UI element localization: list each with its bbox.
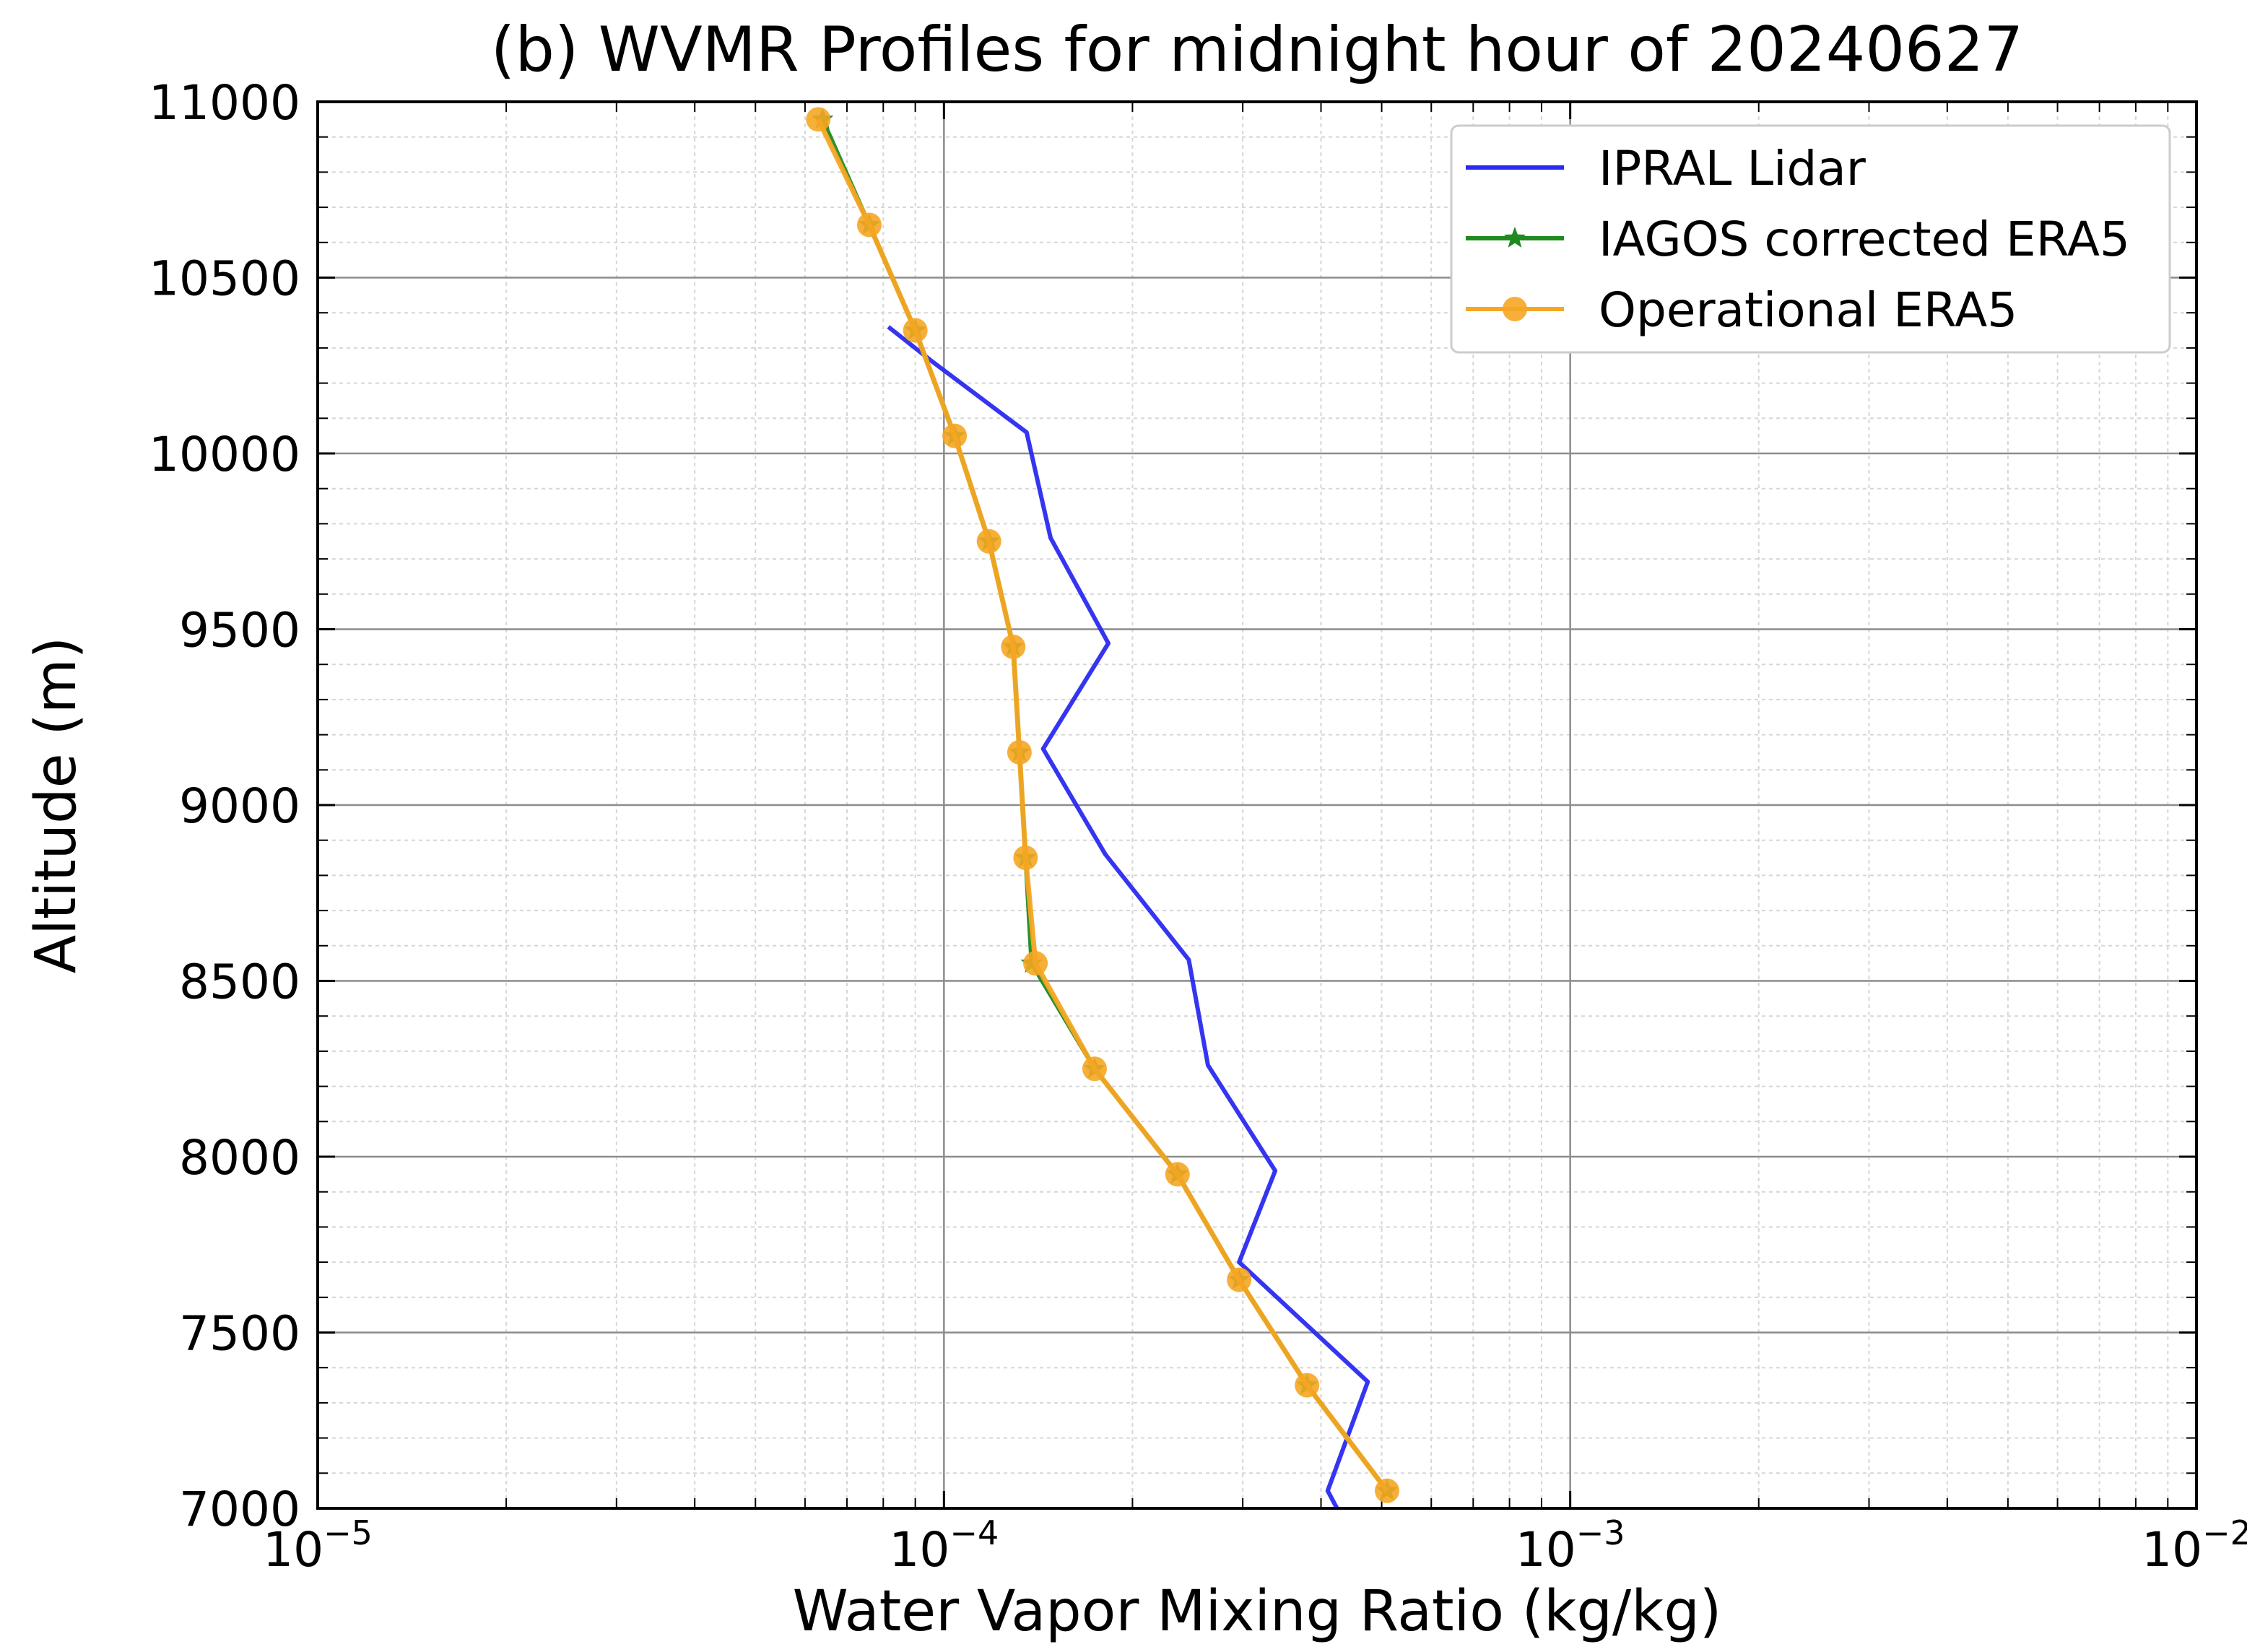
x-tick-label: 10−2 [2142, 1513, 2247, 1578]
x-tick-label: 10−4 [889, 1513, 999, 1578]
data-point-operational-era5 [1023, 951, 1048, 976]
legend-entries: IPRAL Lidar IAGOS corrected ERA5 Operation… [1466, 141, 2130, 338]
data-point-operational-era5 [806, 107, 831, 132]
legend-label-ipral-lidar: IPRAL Lidar [1599, 141, 1866, 196]
legend-marker-operational-era5 [1503, 297, 1527, 321]
legend-label-operational-era5: Operational ERA5 [1599, 282, 2017, 338]
x-axis-label: Water Vapor Mixing Ratio (kg/kg) [793, 1579, 1722, 1644]
x-tick-label-base: 10 [2142, 1522, 2202, 1578]
data-point-operational-era5 [1165, 1162, 1190, 1187]
data-point-operational-era5 [1082, 1056, 1107, 1082]
y-tick-label: 10000 [149, 427, 300, 482]
y-tick-label: 10500 [149, 251, 300, 307]
data-point-operational-era5 [1007, 739, 1032, 765]
y-tick-label: 7500 [179, 1306, 300, 1362]
chart-title: (b) WVMR Profiles for midnight hour of 2… [491, 14, 2023, 86]
data-point-operational-era5 [976, 529, 1001, 554]
x-tick-label-base: 10 [889, 1522, 949, 1578]
data-point-operational-era5 [1001, 634, 1026, 659]
x-tick-label-exponent: −2 [2202, 1513, 2247, 1552]
x-tick-label: 10−5 [263, 1513, 373, 1578]
data-point-operational-era5 [903, 318, 928, 343]
y-tick-label: 11000 [149, 75, 300, 131]
y-axis-label: Altitude (m) [24, 637, 89, 973]
data-point-operational-era5 [1227, 1267, 1252, 1292]
legend-marker-iagos-corrected-era5 [1503, 227, 1526, 248]
data-point-operational-era5 [1295, 1373, 1320, 1398]
y-tick-label: 8500 [179, 955, 300, 1010]
x-tick-label-exponent: −3 [1576, 1513, 1625, 1552]
legend-box [1450, 124, 2171, 354]
y-tick-label: 9000 [179, 778, 300, 834]
x-tick-labels: 10−5 10−4 10−3 10−2 [263, 1513, 2247, 1578]
x-tick-label-exponent: −4 [949, 1513, 999, 1552]
x-tick-label-exponent: −5 [323, 1513, 373, 1552]
y-tick-label: 8000 [179, 1130, 300, 1186]
plot-frame [316, 100, 2198, 1510]
y-tick-labels: 7000 7500 8000 8500 9000 9500 10000 10500 11000 [149, 75, 300, 1537]
series-ipral-lidar [887, 325, 1370, 1508]
series-operational-era5 [806, 107, 1400, 1503]
x-tick-label-base: 10 [263, 1522, 323, 1578]
series-line-operational-era5 [816, 118, 1389, 1492]
legend-label-iagos-corrected-era5: IAGOS corrected ERA5 [1599, 212, 2130, 267]
data-point-operational-era5 [856, 212, 882, 238]
data-point-operational-era5 [1013, 845, 1038, 871]
y-tick-label: 9500 [179, 603, 300, 658]
series-layer [806, 107, 1400, 1508]
x-tick-label: 10−3 [1516, 1513, 1625, 1578]
data-point-operational-era5 [942, 423, 968, 448]
series-line-ipral-lidar [887, 325, 1370, 1508]
y-tick-label: 7000 [179, 1482, 300, 1537]
data-point-operational-era5 [1375, 1478, 1400, 1503]
legend: IPRAL Lidar IAGOS corrected ERA5 Operation… [1450, 124, 2171, 354]
x-tick-label-base: 10 [1516, 1522, 1576, 1578]
